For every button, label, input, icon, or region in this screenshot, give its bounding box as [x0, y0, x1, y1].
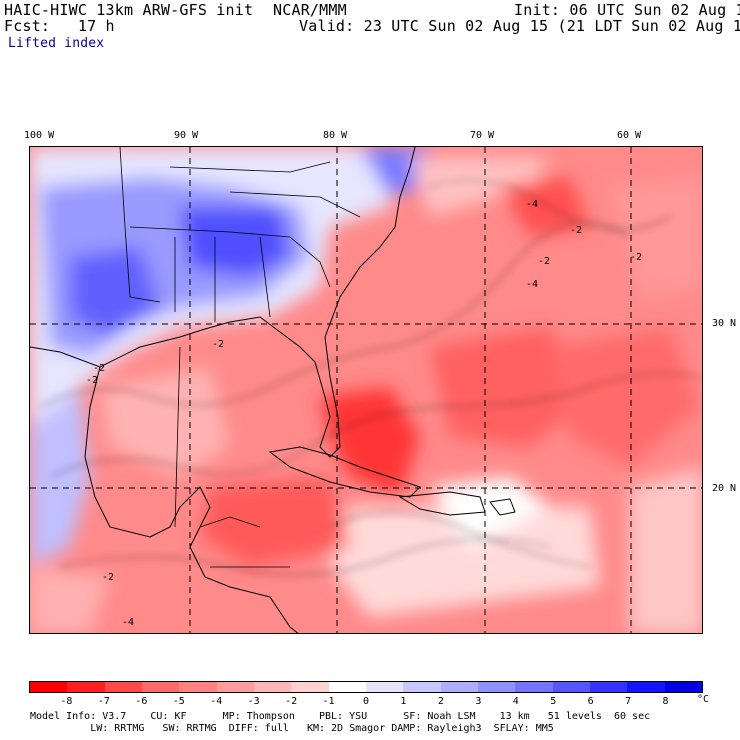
valid-time: Valid: 23 UTC Sun 02 Aug 15 (21 LDT Sun … — [299, 17, 740, 35]
model-info-line1: Model Info: V3.7 CU: KF MP: Thompson PBL… — [30, 711, 651, 722]
colorbar-swatch — [627, 682, 665, 692]
lon-label-60w: 60 W — [617, 130, 642, 141]
colorbar-tick-label: 4 — [512, 696, 519, 707]
colorbar-swatch — [664, 682, 702, 692]
field-name: Lifted index — [8, 36, 105, 51]
forecast-hour: Fcst: 17 h — [4, 17, 115, 35]
colorbar-tick-label: 1 — [400, 696, 407, 707]
lon-label-70w: 70 W — [470, 130, 495, 141]
colorbar-tick-label: 3 — [475, 696, 482, 707]
contour-label: -2 — [538, 256, 550, 267]
colorbar-tick-label: 5 — [550, 696, 557, 707]
contour-label: -4 — [526, 279, 538, 290]
colorbar-swatch — [216, 682, 254, 692]
colorbar-swatch — [67, 682, 105, 692]
colorbar-tick-label: -3 — [247, 696, 260, 707]
colorbar-tick-label: -7 — [97, 696, 110, 707]
contour-label: -2 — [212, 339, 224, 350]
colorbar-tick-label: -2 — [285, 696, 298, 707]
init-time: Init: 06 UTC Sun 02 Aug 15 — [514, 1, 740, 19]
contour-label: -2 — [570, 225, 582, 236]
center-label: NCAR/MMM — [273, 1, 347, 19]
contour-label-group: -2 -4 -2 -2 -4 -2 -2 -2 -2 -4 — [86, 199, 642, 628]
colorbar-swatch — [253, 682, 292, 692]
lat-label-30n: 30 N — [712, 318, 737, 329]
lat-label-20n: 20 N — [712, 483, 737, 494]
colorbar-tick-label: -4 — [210, 696, 223, 707]
colorbar-unit: °C — [697, 694, 710, 705]
colorbar-swatch — [440, 682, 478, 692]
contour-label: -2 — [102, 572, 114, 583]
colorbar-swatch — [104, 682, 142, 692]
colorbar-tick-label: 7 — [625, 696, 632, 707]
lon-label-90w: 90 W — [174, 130, 199, 141]
colorbar-swatch — [328, 682, 366, 692]
contour-label: -2 — [86, 375, 98, 386]
lon-label-100w: 100 W — [24, 130, 55, 141]
colorbar-swatch — [141, 682, 180, 692]
contour-label: -2 — [630, 252, 642, 263]
lon-label-80w: 80 W — [323, 130, 348, 141]
state-borders — [119, 147, 361, 568]
colorbar-swatch — [365, 682, 404, 692]
contour-label: -2 — [93, 363, 105, 374]
model-title: HAIC-HIWC 13km ARW-GFS init — [4, 1, 254, 19]
colorbar-swatch — [552, 682, 590, 692]
contour-label: -4 — [526, 199, 538, 210]
colorbar-swatch — [179, 682, 217, 692]
coastlines — [30, 147, 516, 633]
colorbar-swatch — [30, 682, 68, 692]
contour-label: -4 — [122, 617, 134, 628]
colorbar-tick-label: 6 — [587, 696, 594, 707]
colorbar-tick-label: -1 — [322, 696, 335, 707]
colorbar-tick-label: -5 — [172, 696, 185, 707]
colorbar-tick-label: -8 — [60, 696, 73, 707]
graticule — [30, 147, 702, 633]
contours — [39, 179, 701, 576]
colorbar-swatch — [477, 682, 516, 692]
model-info-line2: LW: RRTMG SW: RRTMG DIFF: full KM: 2D Sm… — [30, 723, 554, 734]
colorbar-swatch — [589, 682, 628, 692]
colorbar — [29, 681, 703, 693]
colorbar-swatch — [291, 682, 329, 692]
colorbar-swatch — [403, 682, 441, 692]
colorbar-tick-label: 0 — [362, 696, 370, 707]
colorbar-tick-label: -6 — [135, 696, 148, 707]
colorbar-swatch — [515, 682, 553, 692]
lifted-index-map: -2 -4 -2 -2 -4 -2 -2 -2 -2 -4 — [29, 146, 703, 634]
colorbar-tick-label: 8 — [662, 696, 669, 707]
colorbar-tick-label: 2 — [437, 696, 444, 707]
